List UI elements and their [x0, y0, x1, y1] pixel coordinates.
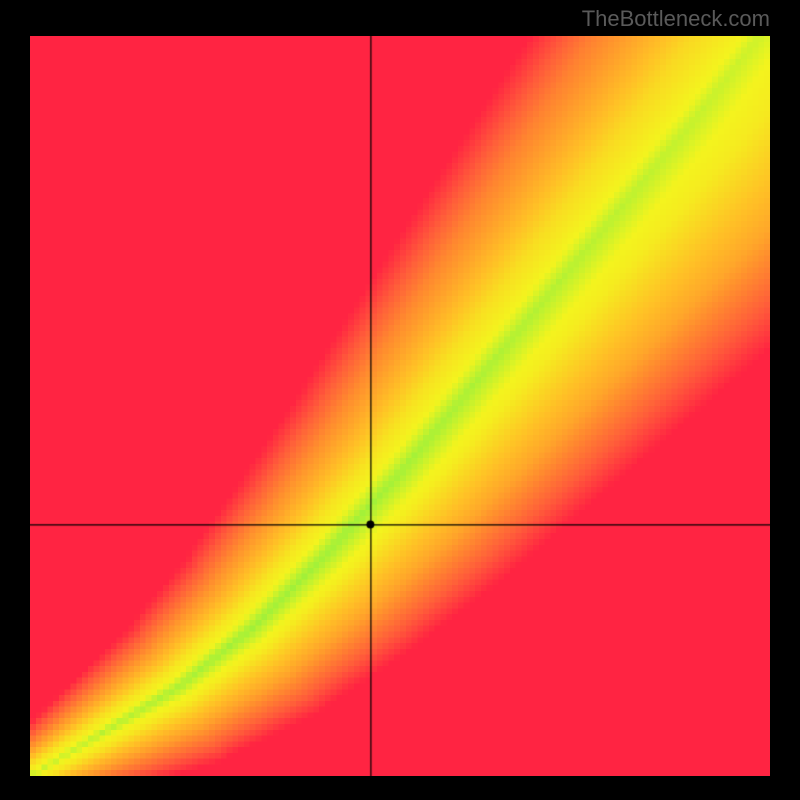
chart-container: TheBottleneck.com	[0, 0, 800, 800]
attribution-text: TheBottleneck.com	[582, 6, 770, 32]
crosshair-overlay	[30, 36, 770, 776]
